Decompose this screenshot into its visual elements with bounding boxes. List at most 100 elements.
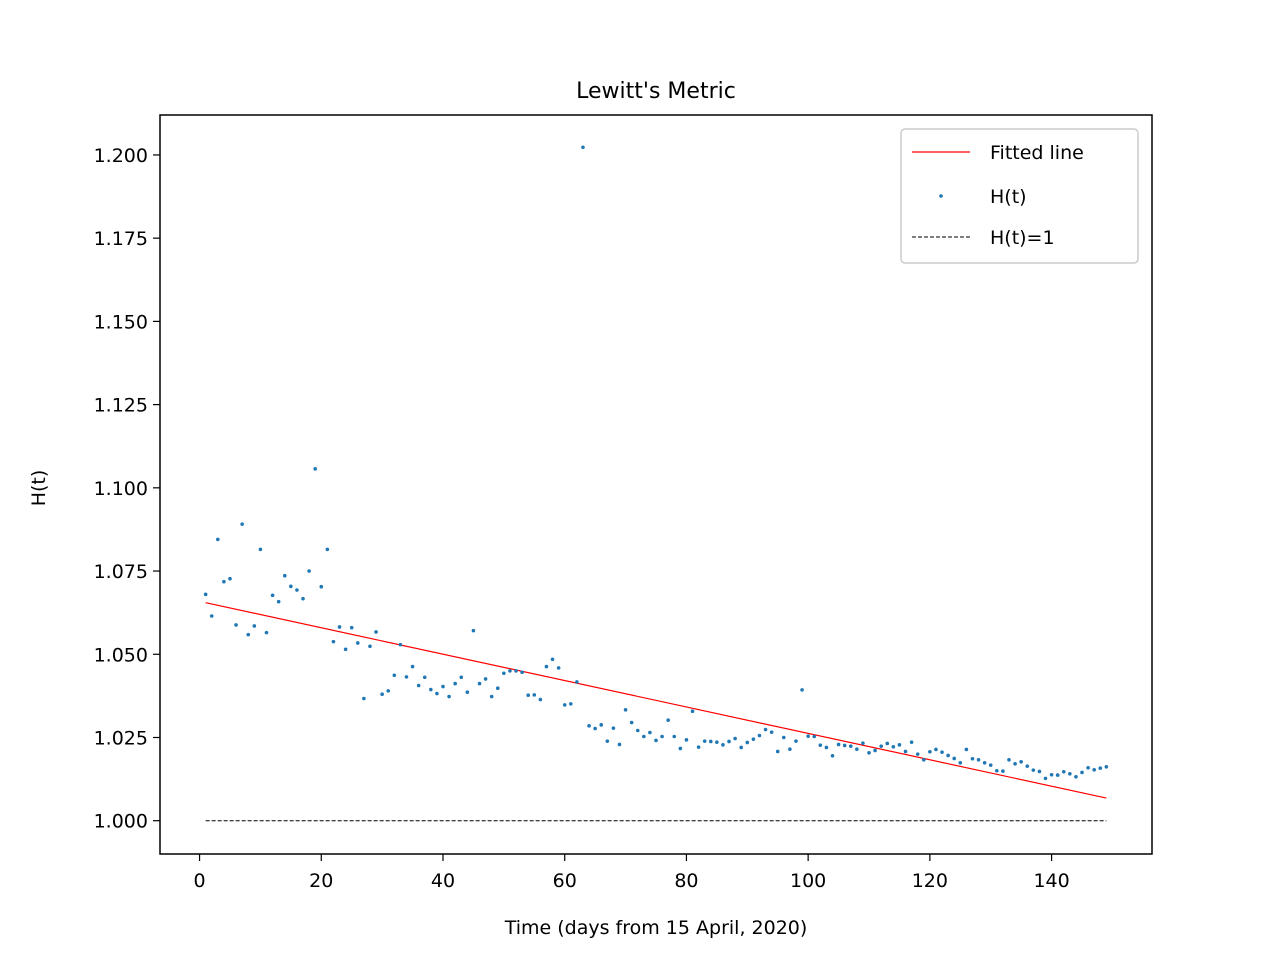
data-point	[502, 671, 506, 676]
data-point	[282, 573, 287, 578]
data-point	[209, 614, 214, 618]
data-point	[544, 664, 549, 669]
data-point	[775, 749, 780, 754]
data-point	[575, 680, 579, 684]
data-point	[368, 644, 372, 649]
data-point	[830, 753, 835, 758]
data-point	[459, 675, 464, 680]
data-point	[702, 739, 707, 743]
data-point	[842, 743, 847, 748]
data-point	[605, 739, 610, 743]
data-point	[362, 696, 366, 701]
data-point	[861, 741, 865, 745]
data-point	[648, 730, 652, 735]
data-point	[611, 726, 616, 730]
x-tick-label: 80	[674, 870, 698, 892]
x-tick-label: 20	[309, 870, 333, 892]
data-point	[818, 743, 823, 747]
data-point	[995, 768, 999, 773]
data-point	[252, 624, 257, 628]
legend-box	[900, 128, 1139, 264]
data-point	[660, 734, 664, 739]
data-point	[222, 579, 226, 584]
data-point	[958, 760, 963, 765]
data-point	[355, 641, 360, 645]
data-point	[246, 632, 251, 637]
data-point	[203, 592, 208, 597]
data-point	[751, 737, 756, 741]
data-point	[1043, 776, 1048, 781]
x-tick-label: 140	[1033, 870, 1069, 892]
data-point	[909, 740, 914, 744]
data-point	[216, 537, 220, 542]
data-point	[855, 747, 859, 751]
data-point	[447, 694, 451, 699]
data-point	[794, 739, 798, 743]
data-point	[964, 747, 969, 752]
data-point	[824, 745, 829, 750]
data-point	[1037, 769, 1042, 774]
data-point	[471, 628, 476, 633]
data-point	[617, 742, 622, 747]
data-point	[952, 756, 957, 761]
y-tick-label: 1.150	[94, 311, 148, 333]
data-point	[812, 734, 817, 739]
data-point	[915, 752, 920, 756]
fitted-line	[205, 602, 1107, 799]
data-point	[629, 720, 634, 725]
data-point	[976, 757, 981, 762]
x-axis-label: Time (days from 15 April, 2020)	[504, 917, 808, 939]
data-point	[690, 709, 695, 713]
data-point	[666, 718, 670, 722]
y-tick-label: 1.175	[94, 228, 148, 250]
data-point	[331, 639, 336, 644]
data-point	[745, 740, 750, 745]
data-point	[1068, 771, 1072, 776]
data-point	[733, 736, 737, 741]
data-point	[380, 692, 384, 697]
plot-frame	[159, 114, 1153, 855]
data-point	[867, 751, 871, 755]
data-point	[550, 657, 555, 662]
y-tick-label: 1.050	[94, 644, 148, 666]
data-point	[1098, 766, 1103, 770]
data-point	[788, 747, 792, 751]
data-point	[319, 584, 324, 589]
data-point	[678, 746, 683, 751]
chart-title: Lewitt's Metric	[576, 79, 736, 104]
data-point	[940, 750, 944, 754]
data-point	[1074, 774, 1078, 779]
data-point	[696, 745, 701, 749]
data-point	[374, 630, 378, 634]
data-point	[897, 743, 902, 747]
x-tick-label: 100	[790, 870, 826, 892]
data-point	[782, 735, 786, 740]
data-point	[343, 647, 348, 652]
axes: 0 20 40 60 80 100 120 140 1.000 1.025 1.050 1.075 1.…	[94, 145, 1070, 892]
data-point	[891, 745, 896, 749]
data-point	[885, 741, 890, 746]
data-point	[1013, 761, 1017, 766]
data-point	[234, 623, 238, 627]
data-point	[708, 739, 713, 744]
y-tick-label: 1.025	[94, 727, 148, 749]
data-point	[1025, 764, 1030, 768]
data-point	[483, 677, 488, 681]
data-point	[672, 734, 677, 739]
data-point	[228, 576, 232, 581]
data-point	[800, 688, 804, 692]
data-point	[946, 753, 950, 758]
data-point	[495, 686, 500, 691]
x-tick-label: 40	[431, 870, 455, 892]
data-point	[398, 642, 403, 647]
x-tick-label: 120	[912, 870, 948, 892]
data-point	[301, 596, 305, 601]
data-point	[879, 744, 883, 748]
data-point	[587, 724, 591, 728]
data-point	[903, 749, 908, 754]
data-point	[289, 584, 293, 589]
data-point	[806, 734, 810, 738]
data-point	[276, 599, 281, 604]
data-point	[970, 756, 975, 761]
